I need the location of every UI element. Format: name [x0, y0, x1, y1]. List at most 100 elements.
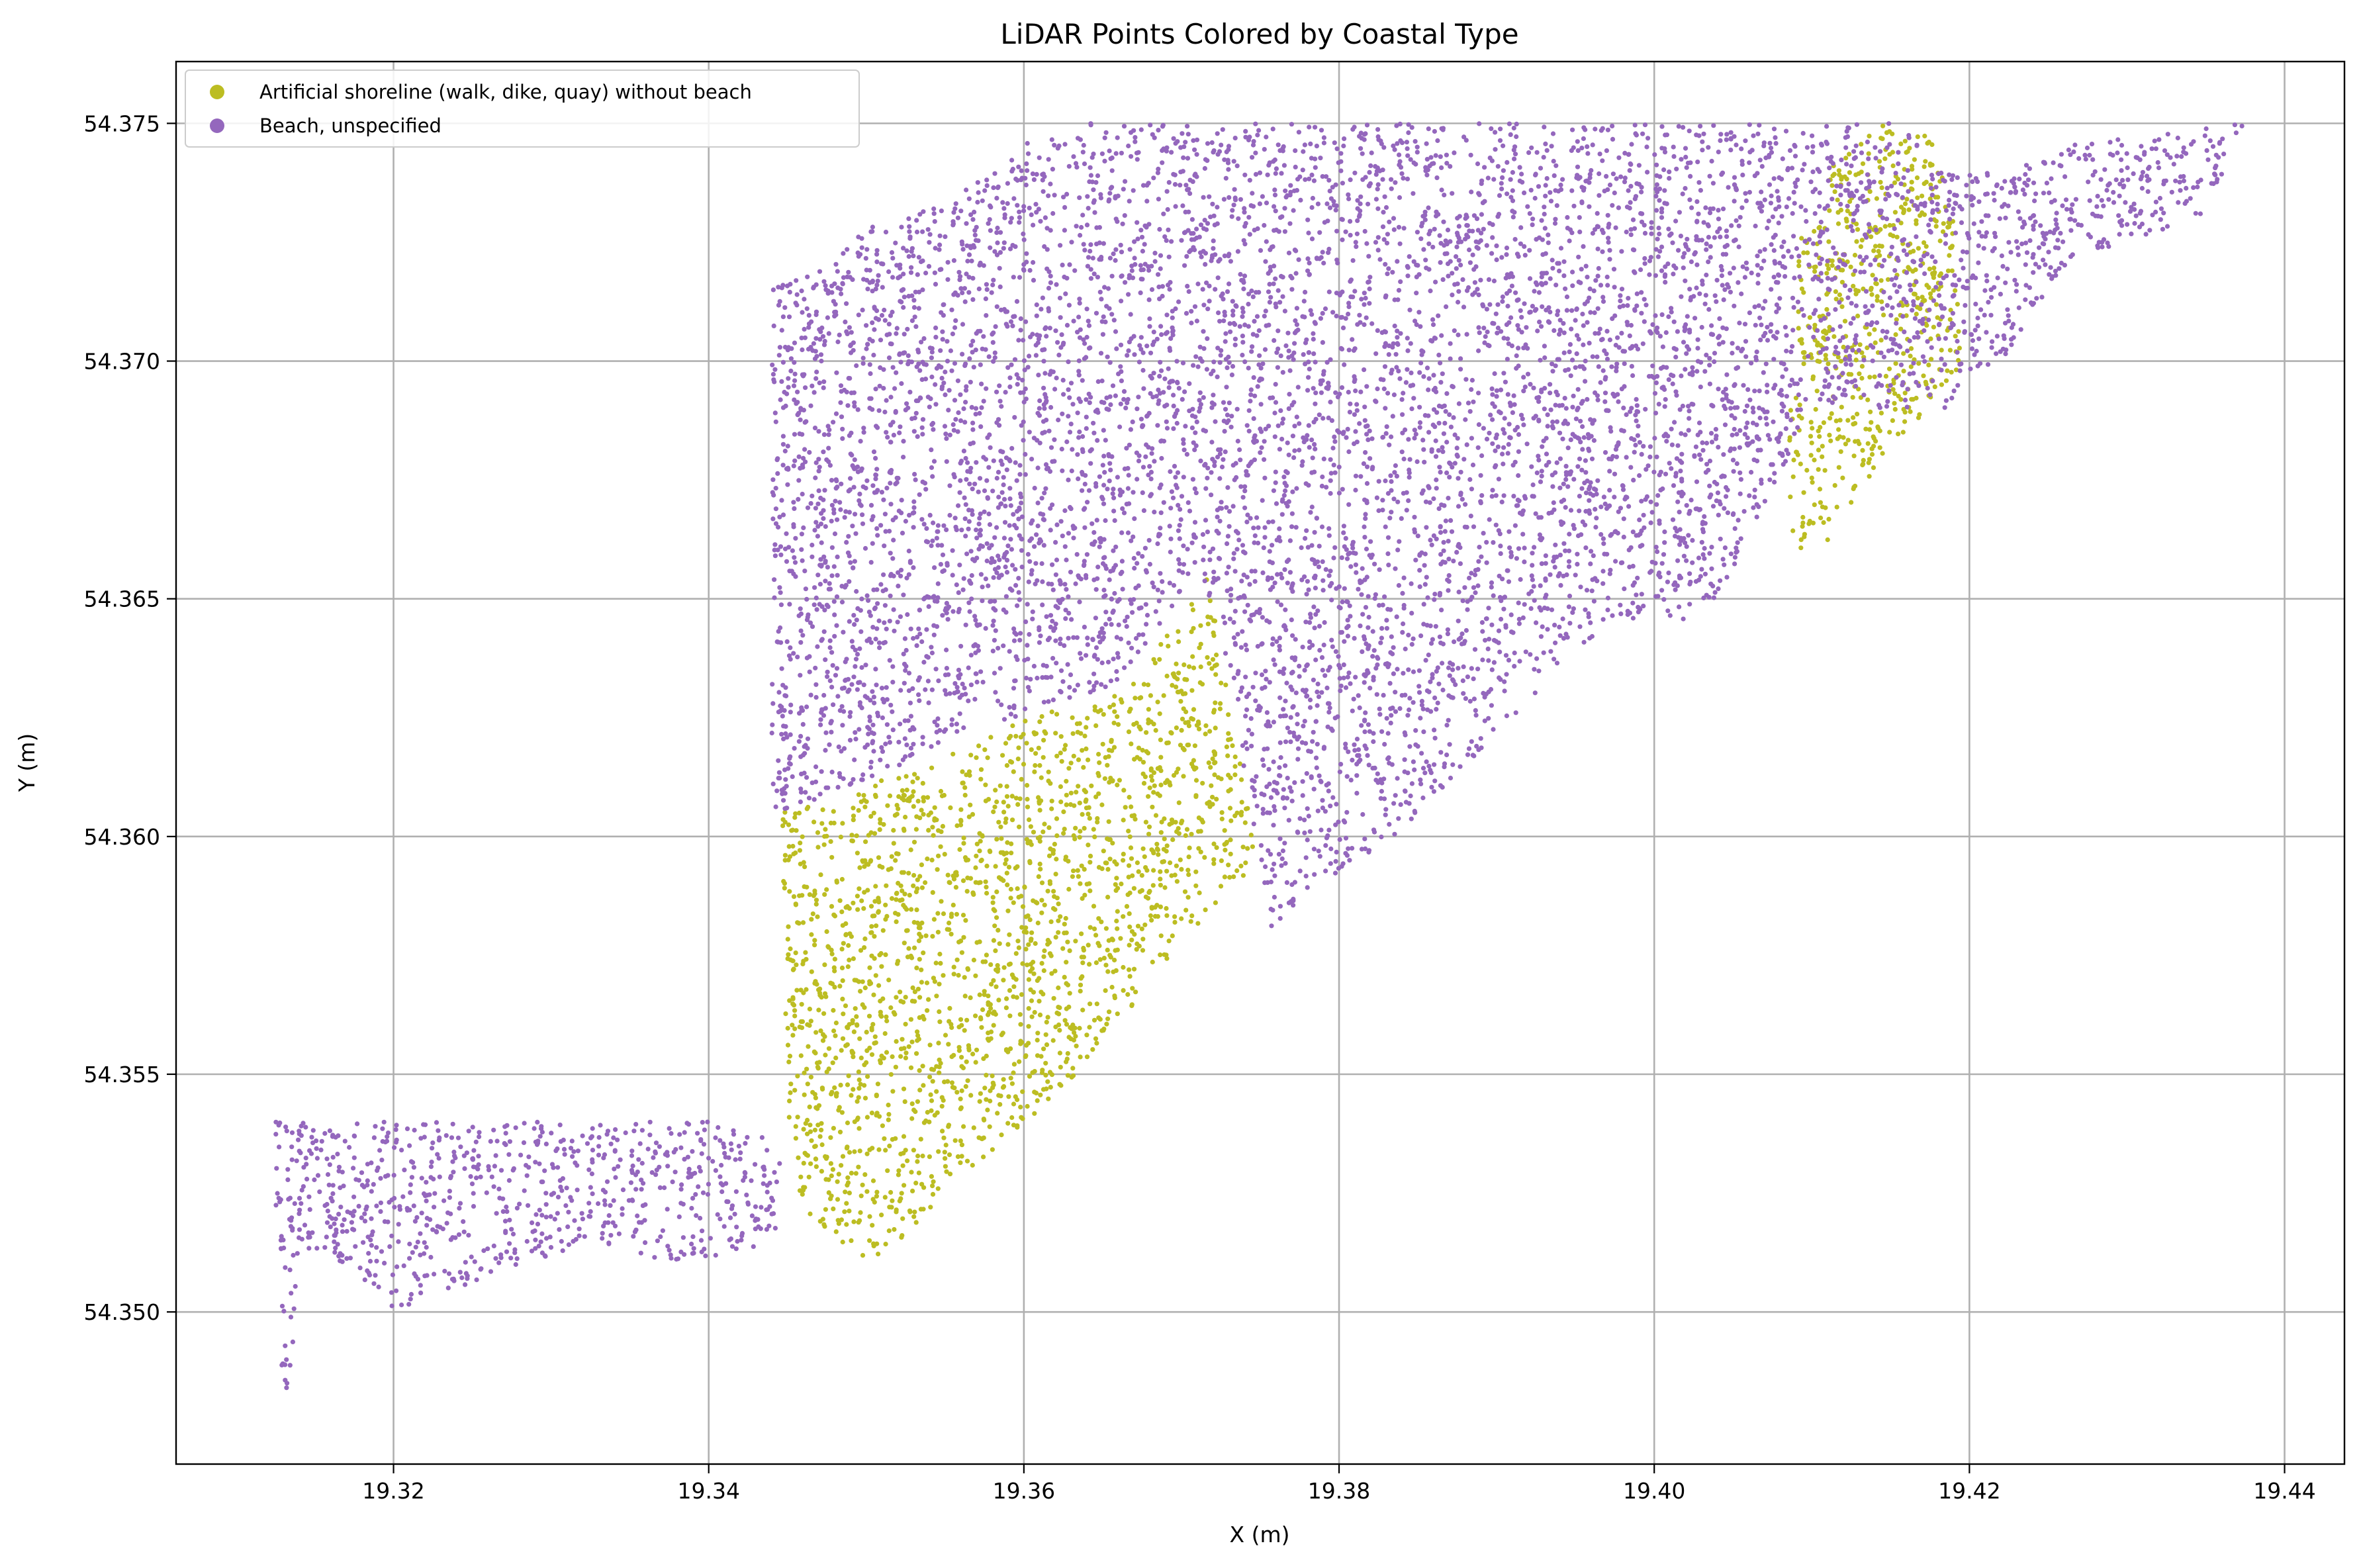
- data-point: [792, 1026, 798, 1031]
- data-point: [1011, 512, 1016, 517]
- data-point: [1842, 174, 1847, 179]
- data-point: [1053, 1024, 1058, 1030]
- data-point: [958, 1096, 963, 1101]
- data-point: [1364, 315, 1369, 320]
- data-point: [1105, 969, 1111, 974]
- data-point: [868, 930, 874, 935]
- data-point: [887, 740, 892, 745]
- data-point: [1073, 939, 1078, 944]
- data-point: [984, 1097, 989, 1102]
- data-point: [1184, 827, 1190, 832]
- data-point: [1189, 602, 1194, 607]
- data-point: [1869, 451, 1875, 457]
- data-point: [1530, 482, 1536, 488]
- data-point: [1820, 454, 1825, 459]
- data-point: [1228, 818, 1234, 823]
- data-point: [1278, 353, 1283, 359]
- data-point: [822, 962, 827, 968]
- data-point: [1039, 960, 1044, 966]
- data-point: [1417, 425, 1422, 430]
- data-point: [864, 1060, 869, 1065]
- data-point: [1143, 865, 1148, 870]
- data-point: [1798, 407, 1803, 412]
- data-point: [1275, 423, 1281, 428]
- data-point: [819, 1127, 824, 1132]
- data-point: [1044, 334, 1049, 339]
- data-point: [1098, 192, 1103, 197]
- data-point: [911, 789, 916, 794]
- data-point: [1164, 673, 1170, 678]
- data-point: [1225, 412, 1230, 418]
- data-point: [1101, 849, 1106, 854]
- data-point: [1867, 457, 1872, 462]
- data-point: [1140, 948, 1146, 953]
- data-point: [858, 948, 864, 953]
- data-point: [1278, 755, 1283, 761]
- data-point: [799, 288, 804, 294]
- data-point: [1844, 218, 1849, 224]
- data-point: [786, 844, 792, 849]
- data-point: [1033, 1090, 1039, 1095]
- data-point: [980, 1007, 986, 1013]
- data-point: [937, 982, 942, 987]
- data-point: [1307, 445, 1312, 450]
- data-point: [1509, 283, 1514, 289]
- data-point: [969, 573, 974, 578]
- data-point: [1026, 977, 1031, 982]
- data-point: [873, 783, 878, 789]
- data-point: [2067, 216, 2072, 222]
- data-point: [1082, 866, 1087, 872]
- data-point: [1675, 499, 1681, 504]
- data-point: [1444, 304, 1449, 309]
- data-point: [876, 983, 882, 988]
- data-point: [1772, 471, 1777, 476]
- data-point: [1228, 837, 1233, 843]
- data-point: [1113, 948, 1118, 953]
- data-point: [1044, 247, 1050, 252]
- data-point: [1181, 706, 1186, 712]
- data-point: [1041, 1087, 1046, 1092]
- data-point: [847, 619, 852, 624]
- data-point: [1853, 143, 1859, 148]
- data-point: [1679, 451, 1685, 457]
- data-point: [1096, 916, 1101, 921]
- data-point: [993, 948, 998, 953]
- data-point: [1005, 1121, 1011, 1126]
- data-point: [1227, 321, 1232, 326]
- data-point: [937, 1064, 942, 1070]
- data-point: [1207, 800, 1212, 805]
- data-point: [935, 867, 940, 872]
- data-point: [953, 417, 958, 422]
- data-point: [1091, 420, 1096, 426]
- data-point: [1003, 820, 1008, 825]
- data-point: [971, 957, 976, 963]
- data-point: [770, 701, 776, 706]
- data-point: [1929, 357, 1934, 362]
- data-point: [997, 783, 1003, 788]
- data-point: [877, 383, 882, 389]
- data-point: [1377, 706, 1382, 712]
- data-point: [1716, 334, 1722, 339]
- data-point: [1076, 757, 1082, 762]
- data-point: [1033, 751, 1039, 756]
- data-point: [1058, 690, 1064, 695]
- data-point: [802, 864, 808, 870]
- data-point: [1219, 348, 1224, 353]
- data-point: [1282, 806, 1287, 811]
- data-point: [1649, 220, 1654, 225]
- data-point: [978, 776, 984, 782]
- data-point: [1588, 561, 1593, 567]
- data-point: [1170, 315, 1175, 320]
- data-point: [1104, 860, 1109, 866]
- data-point: [985, 755, 990, 761]
- data-point: [1189, 688, 1195, 693]
- data-point: [858, 1210, 863, 1215]
- data-point: [1994, 182, 2000, 187]
- data-point: [940, 1129, 945, 1134]
- data-point: [1133, 139, 1138, 144]
- data-point: [1708, 255, 1713, 260]
- data-point: [971, 1125, 976, 1130]
- data-point: [1060, 262, 1065, 267]
- data-point: [958, 822, 964, 827]
- data-point: [1622, 361, 1627, 367]
